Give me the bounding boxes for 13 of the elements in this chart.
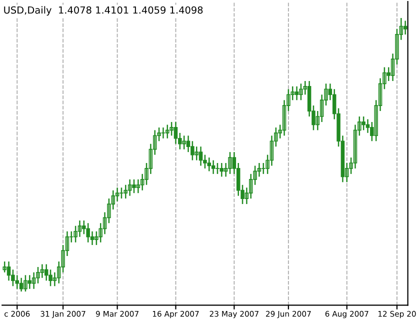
candlestick	[299, 83, 303, 101]
candlestick	[40, 264, 44, 279]
candlestick	[228, 151, 232, 175]
candlestick	[257, 162, 262, 178]
candlestick	[128, 178, 132, 196]
candlestick	[182, 135, 186, 150]
candlestick	[32, 272, 36, 290]
candlestick	[78, 220, 82, 238]
candlestick	[353, 124, 358, 170]
candlestick	[166, 124, 170, 140]
candlestick	[270, 135, 274, 166]
candlestick	[24, 274, 28, 292]
chart-title: USD,Daily 1.4078 1.4101 1.4059 1.4098	[4, 6, 203, 16]
